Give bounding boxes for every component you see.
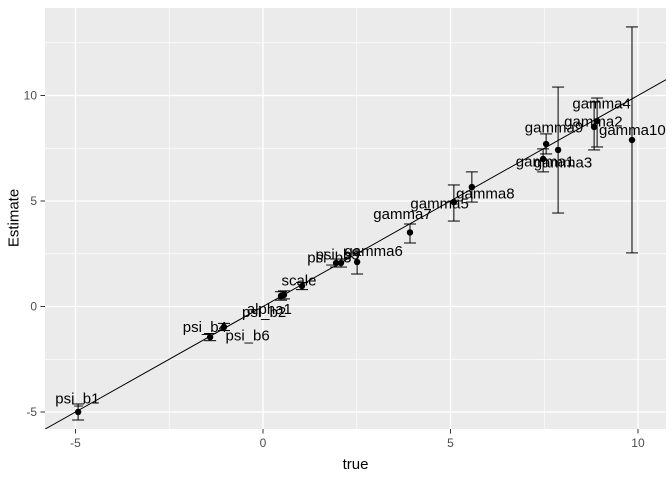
point-label: scale [281, 273, 316, 290]
data-point [353, 258, 361, 266]
x-axis-title: true [342, 456, 369, 473]
data-point [590, 123, 598, 131]
data-point [332, 259, 340, 267]
data-point [542, 140, 550, 148]
data-point [406, 229, 414, 236]
point-label: gamma1 [516, 154, 574, 171]
x-tick-label: -5 [70, 436, 81, 450]
axis-ticks [40, 94, 639, 434]
y-axis-title: Estimate [5, 188, 23, 248]
point-label: gamma5 [410, 196, 468, 213]
identity-line [45, 79, 666, 429]
y-tick-label: 0 [30, 299, 37, 313]
point-label: psi_b2 [242, 304, 286, 321]
point-label: gamma6 [344, 243, 402, 260]
point-label: gamma7 [373, 206, 431, 223]
data-point [593, 117, 601, 125]
data-point [628, 136, 636, 144]
grid-major [45, 8, 666, 429]
point-label: psi_b6 [226, 327, 270, 344]
point-label: gamma3 [534, 154, 592, 171]
data-point [298, 282, 306, 290]
point-label: gamma9 [525, 120, 583, 137]
plot-panel [45, 8, 666, 429]
y-tick-label: 5 [30, 194, 37, 208]
data-point [468, 183, 476, 191]
point-label: gamma4 [572, 96, 630, 113]
data-point [280, 291, 288, 299]
y-tick-label: -5 [26, 405, 37, 419]
data-point [337, 259, 345, 267]
data-point [539, 155, 547, 163]
data-point [554, 146, 562, 154]
data-point [220, 323, 228, 331]
data-point [450, 198, 458, 206]
x-tick-label: 10 [631, 436, 645, 450]
point-label: gamma8 [456, 185, 514, 202]
data-point [74, 408, 82, 416]
point-label: gamma2 [564, 113, 622, 130]
point-label: psi_b5 [316, 247, 360, 264]
data-point [206, 333, 214, 341]
point-label: gamma10 [599, 122, 666, 139]
point-label: alpha1 [247, 301, 292, 318]
grid-minor [45, 8, 666, 429]
point-label: psi_b3 [307, 250, 351, 267]
point-label: psi_b4 [183, 319, 227, 336]
point-label: psi_b1 [55, 390, 99, 407]
x-tick-label: 0 [260, 436, 267, 450]
y-tick-label: 10 [24, 88, 38, 102]
x-tick-label: 5 [447, 436, 454, 450]
